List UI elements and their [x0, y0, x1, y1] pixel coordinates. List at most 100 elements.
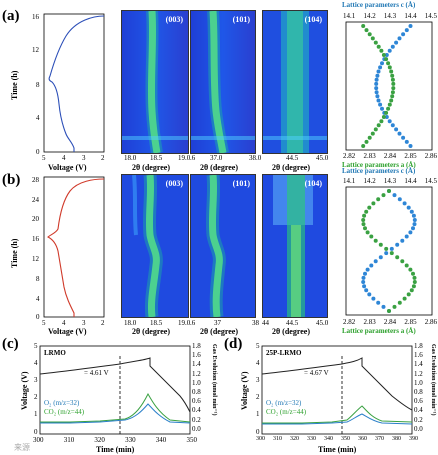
lattice-a-point	[409, 288, 414, 293]
xtick-b-5: 5	[42, 319, 46, 327]
ytick-d-4: 4	[256, 359, 260, 367]
lattice-c-point	[389, 246, 394, 251]
xtick: 300	[256, 436, 265, 442]
ylabel-voltage-d: Voltage (V)	[240, 371, 249, 410]
rtick: 0.6	[414, 397, 423, 406]
lattice-a-point	[384, 57, 389, 62]
atick: 2.86	[424, 318, 437, 326]
lattice-a-point	[378, 242, 383, 247]
lattice-a-point	[364, 139, 369, 144]
rtick: 0.2	[192, 415, 201, 424]
lattice-a-point	[361, 222, 366, 227]
gas-c-voltage-annot: = 4.61 V	[84, 369, 109, 377]
lattice-a-point	[391, 86, 396, 91]
lattice-c-point	[408, 230, 413, 235]
xlabel-b-104: 2θ (degree)	[272, 327, 311, 336]
rtick: 1.8	[414, 342, 423, 350]
ytick-d-3: 3	[256, 376, 260, 384]
heatmap-b-003-image	[122, 175, 188, 317]
lattice-c-point	[390, 44, 395, 49]
voltage-curve-b	[43, 176, 105, 318]
lattice-a-point	[373, 238, 378, 243]
lattice-c-point	[406, 205, 411, 210]
lattice-a-point	[384, 246, 389, 251]
xtick-b-104-44: 44	[262, 319, 269, 327]
lattice-a-point	[412, 280, 417, 284]
lattice-c-point	[401, 32, 406, 37]
gas-plot-d	[261, 345, 413, 435]
heatmap-a-104-image	[263, 11, 327, 153]
lattice-c-point	[380, 106, 384, 111]
lattice-c-point	[374, 90, 379, 95]
rtick: 1.6	[414, 351, 423, 360]
lattice-c-point	[374, 86, 379, 91]
lattice-a-point	[379, 48, 384, 53]
ctick: 14.4	[404, 12, 417, 20]
lattice-a-point	[390, 77, 395, 82]
xtick: 320	[94, 436, 105, 444]
rtick: 1.2	[414, 369, 423, 378]
ytick-c-5: 5	[34, 342, 38, 350]
lattice-c-point	[378, 255, 383, 260]
xtick-a-5: 5	[42, 154, 46, 162]
lattice-c-point	[376, 69, 381, 74]
gas-d-legend-co2: CO₂ (m/z=44)	[266, 408, 307, 416]
lattice-a-c-ticks: 14.1 14.2 14.3 14.4 14.5	[343, 12, 437, 20]
lattice-a-a-ticks: 2.82 2.83 2.84 2.85 2.86	[343, 152, 437, 160]
lattice-c-point	[411, 226, 415, 231]
lattice-c-point	[408, 144, 413, 148]
xtick: 380	[392, 436, 401, 442]
lattice-a-point	[370, 36, 375, 41]
xtick: 350	[186, 436, 197, 444]
ctick: 14.1	[343, 177, 356, 185]
xlabel-b-003: 2θ (degree)	[132, 327, 171, 336]
lattice-c-point	[397, 131, 402, 136]
tag-b-101: (101)	[232, 179, 250, 188]
ytick-a-4: 4	[36, 114, 40, 122]
xtick: 360	[358, 436, 367, 442]
xtick: 320	[290, 436, 299, 442]
lattice-a-top-label: Lattice parameters c (Å)	[342, 1, 416, 9]
xlabel-b-101: 2θ (degree)	[200, 327, 239, 336]
heatmap-b-101: (101)	[190, 174, 256, 318]
lattice-c-point	[387, 48, 392, 53]
ytick-a-16: 16	[32, 13, 39, 21]
gas-c-legend-o2: O₂ (m/z=32)	[44, 399, 80, 407]
atick: 2.83	[363, 152, 376, 160]
xtick-a-101-left: .6	[190, 154, 196, 162]
lattice-b-a-ticks: 2.82 2.83 2.84 2.85 2.86	[343, 318, 437, 326]
ytick-b-4: 4	[36, 295, 40, 303]
xtick: 340	[324, 436, 333, 442]
gas-d-voltage-annot: = 4.67 V	[304, 369, 329, 377]
ytick-c-3: 3	[34, 376, 38, 384]
rtick: 0.4	[414, 406, 423, 415]
lattice-a-plot	[345, 21, 433, 151]
xtick: 310	[273, 436, 282, 442]
xtick-b-101-left: .6	[190, 319, 196, 327]
rtick: 0.6	[192, 397, 201, 406]
lattice-c-point	[380, 61, 384, 66]
xtick-a-104-45.0: 45.0	[316, 154, 329, 162]
ytick-d-2: 2	[256, 393, 260, 401]
lattice-c-point	[374, 81, 379, 86]
watermark: 来源	[14, 443, 30, 452]
lattice-a-point	[371, 201, 376, 206]
ytick-d-1: 1	[256, 410, 260, 418]
gas-d-xlabel: Time (min)	[318, 445, 357, 454]
xtick: 330	[307, 436, 316, 442]
lattice-a-point	[411, 284, 416, 289]
rtick: 1.6	[192, 351, 201, 360]
xtick-a-003-18.0: 18.0	[124, 154, 137, 162]
xlabel-a-101: 2θ (degree)	[200, 163, 239, 172]
ytick-a-0: 0	[36, 148, 40, 156]
xtick: 310	[63, 436, 75, 444]
gas-d-ylabel-right: Gas Evolution (nmol min⁻¹)	[430, 344, 436, 416]
ytick-b-28: 28	[32, 176, 39, 184]
tag-a-104: (104)	[304, 15, 322, 24]
ctick: 14.3	[383, 177, 397, 185]
lattice-c-point	[404, 139, 409, 144]
xlabel-a-104: 2θ (degree)	[272, 163, 311, 172]
lattice-c-point	[365, 267, 370, 272]
lattice-a-point	[367, 205, 372, 210]
heatmap-a-003-image	[122, 11, 188, 153]
